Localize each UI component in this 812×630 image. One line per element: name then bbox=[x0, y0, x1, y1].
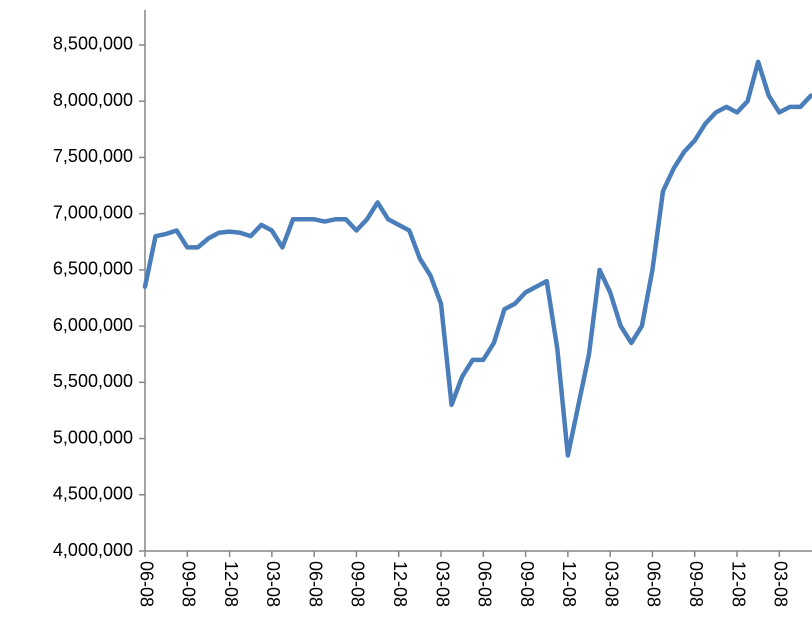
x-tick-label: 12-08 bbox=[728, 561, 748, 607]
x-tick-label: 12-08 bbox=[559, 561, 579, 607]
x-tick-label: 12-08 bbox=[390, 561, 410, 607]
x-tick-label: 06-08 bbox=[136, 561, 156, 607]
y-tick-label: 7,000,000 bbox=[53, 202, 133, 222]
x-tick-label: 03-08 bbox=[601, 561, 621, 607]
data-line bbox=[142, 59, 812, 458]
x-tick-label: 06-08 bbox=[305, 561, 325, 607]
x-tick-label: 06-08 bbox=[475, 561, 495, 607]
y-tick-label: 5,000,000 bbox=[53, 427, 133, 447]
y-tick-label: 6,500,000 bbox=[53, 259, 133, 279]
x-tick-label: 03-08 bbox=[432, 561, 452, 607]
x-tick-label: 09-08 bbox=[179, 561, 199, 607]
y-tick-label: 4,500,000 bbox=[53, 484, 133, 504]
y-tick-label: 8,000,000 bbox=[53, 90, 133, 110]
x-tick-label: 09-08 bbox=[517, 561, 537, 607]
y-tick-label: 5,500,000 bbox=[53, 371, 133, 391]
y-tick-label: 8,500,000 bbox=[53, 34, 133, 54]
y-tick-label: 4,000,000 bbox=[53, 540, 133, 560]
x-tick-label: 03-08 bbox=[771, 561, 791, 607]
x-tick-label: 03-08 bbox=[263, 561, 283, 607]
y-tick-label: 6,000,000 bbox=[53, 315, 133, 335]
x-tick-label: 09-08 bbox=[686, 561, 706, 607]
x-tick-label: 06-08 bbox=[644, 561, 664, 607]
x-tick-label: 12-08 bbox=[221, 561, 241, 607]
y-tick-label: 7,500,000 bbox=[53, 146, 133, 166]
x-tick-label: 09-08 bbox=[348, 561, 368, 607]
